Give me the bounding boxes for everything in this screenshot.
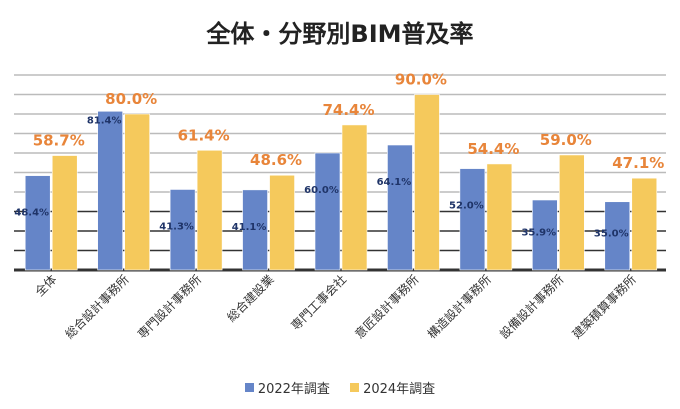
category-label: 専門設計事務所 [134,272,204,342]
data-label: 59.0% [540,131,592,149]
data-label: 90.0% [395,71,447,89]
bar-2022 [604,201,631,271]
bar-2024 [124,113,150,271]
data-label: 61.4% [178,126,230,144]
bar-2024 [51,155,78,271]
chart-title: 全体・分野別BIM普及率 [206,20,474,48]
data-label: 48.6% [250,151,302,169]
category-label: 総合設計事務所 [62,272,132,342]
data-label: 47.1% [612,154,664,172]
category-label: 全体 [32,272,60,300]
data-label: 58.7% [33,132,85,150]
data-label: 80.0% [105,90,157,108]
data-label: 35.9% [521,227,556,238]
legend-label: 2022年調査 [257,382,330,397]
bar-2022 [169,189,196,271]
legend-swatch [350,383,360,392]
category-label: 設備設計事務所 [496,272,566,342]
data-label: 74.4% [322,101,374,119]
bar-2024 [414,94,440,271]
data-label: 48.4% [14,208,49,219]
legend-label: 2024年調査 [363,382,436,397]
category-label: 建築積算事務所 [569,272,639,342]
legend-swatch [244,383,254,392]
data-label: 52.0% [449,201,484,212]
bar-2024 [486,163,513,271]
category-label: 構造設計事務所 [424,272,494,342]
data-label: 35.0% [594,228,629,239]
bar-2022 [24,175,51,271]
bar-2022 [97,110,123,271]
data-label: 64.1% [377,177,412,188]
bar-2024 [269,174,295,271]
bar-2024 [559,154,585,271]
bar-2022 [459,168,486,271]
bar-2022 [532,199,558,271]
data-label: 60.0% [304,185,339,196]
bar-2024 [631,177,658,271]
data-label: 81.4% [87,115,122,126]
bar-2022 [387,144,413,271]
bar-2022 [242,189,268,271]
bar-2022 [314,152,341,271]
data-label: 41.1% [232,222,267,233]
legend-item-2024: 2024年調査 [350,378,435,397]
data-label: 41.3% [159,221,194,232]
legend-item-2022: 2022年調査 [244,378,330,397]
bar-2024 [341,124,368,271]
category-label: 総合建設業 [224,272,277,325]
legend: 2022年調査 2024年調査 [0,378,680,397]
category-label: 意匠設計事務所 [352,272,422,342]
category-label: 専門工事会社 [288,272,350,334]
bar-2024 [196,149,223,271]
data-label: 54.4% [467,140,519,158]
